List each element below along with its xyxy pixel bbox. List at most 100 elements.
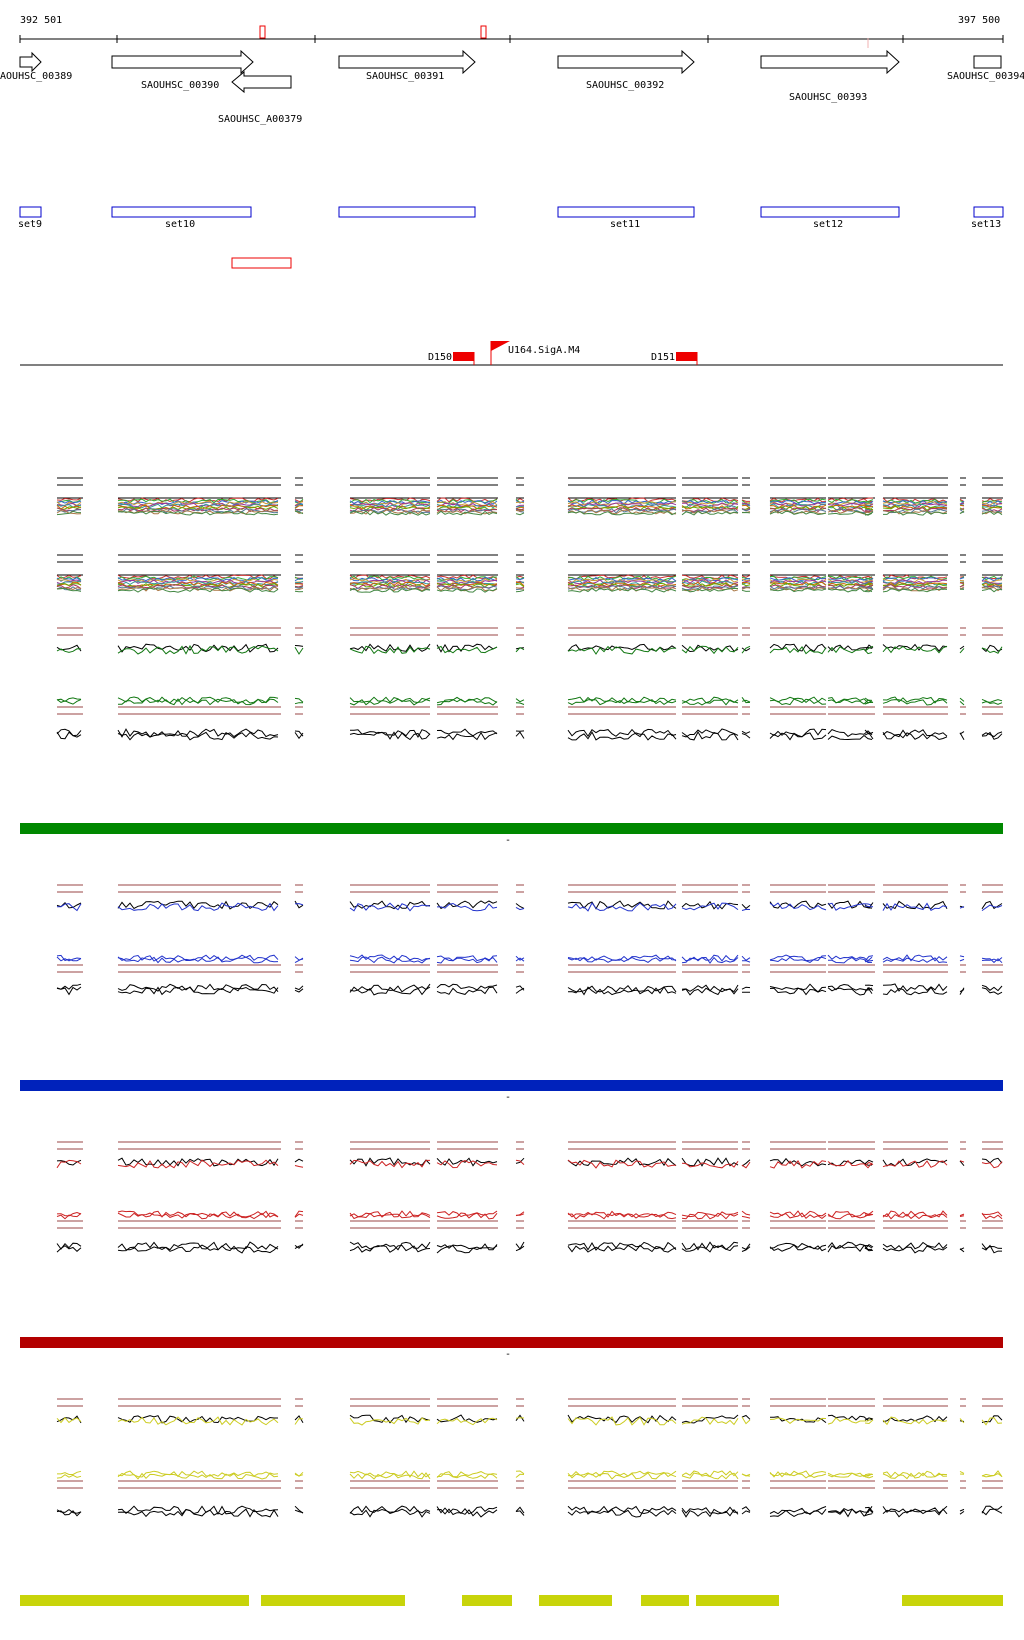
expression-trace [117, 644, 279, 655]
expression-trace [567, 698, 677, 706]
gene-arrow-00391[interactable] [338, 49, 476, 75]
expression-trace [567, 509, 677, 515]
expression-trace [117, 587, 279, 593]
expression-trace [436, 1212, 498, 1220]
set-box-set11[interactable] [557, 206, 695, 218]
expression-trace [515, 577, 525, 581]
expression-trace [294, 988, 304, 993]
expression-trace [769, 581, 827, 586]
expression-trace [741, 501, 751, 505]
expression-trace [515, 1241, 525, 1250]
expression-trace [567, 575, 677, 581]
expression-trace [981, 508, 1003, 513]
expression-trace [864, 1473, 874, 1476]
gene-arrow-00392[interactable] [557, 49, 695, 75]
expression-trace [827, 644, 873, 652]
gene-arrow-A00379[interactable] [231, 70, 292, 94]
gene-arrow-00389[interactable] [19, 51, 42, 73]
expression-trace [981, 646, 1003, 654]
set-box-set9[interactable] [19, 206, 42, 218]
expression-trace [349, 954, 431, 962]
expression-trace [515, 504, 525, 508]
expression-trace [436, 1414, 498, 1423]
expression-trace [827, 510, 873, 516]
expression-trace [515, 702, 525, 705]
gene-arrow-00394[interactable] [973, 55, 1002, 69]
expression-trace [57, 1470, 82, 1475]
expression-trace [882, 1160, 948, 1168]
red-feature-box[interactable] [231, 257, 292, 269]
gene-arrow-00390[interactable] [111, 49, 254, 75]
set-box-set10[interactable] [111, 206, 252, 218]
expression-trace [681, 1506, 739, 1515]
expression-trace [882, 1508, 948, 1518]
expression-trace [681, 510, 739, 516]
expression-trace [741, 582, 751, 587]
expression-trace [769, 954, 827, 962]
expression-trace [436, 1506, 498, 1515]
expression-trace [741, 1510, 751, 1515]
expression-trace [515, 1245, 525, 1252]
expression-trace [882, 1210, 948, 1218]
expression-trace [981, 575, 1003, 581]
expression-trace [681, 574, 739, 580]
expression-trace [827, 957, 873, 964]
expression-trace [681, 644, 739, 653]
expression-trace [117, 1159, 279, 1169]
expression-trace [681, 954, 739, 962]
d150-label: D150 [428, 352, 452, 363]
set-track [19, 206, 1004, 218]
expression-trace [959, 1508, 965, 1512]
expression-trace [567, 728, 677, 738]
expression-trace [864, 729, 874, 735]
expression-trace [515, 1510, 525, 1516]
expression-trace [741, 1215, 751, 1219]
expression-trace [515, 583, 525, 588]
expression-trace [294, 580, 304, 584]
expression-trace [567, 1416, 677, 1426]
expression-trace [981, 1161, 1003, 1169]
expression-trace [294, 697, 304, 703]
expression-trace [741, 586, 751, 590]
promoter-flag-icon[interactable] [491, 341, 510, 351]
condition-bands: - - - [20, 823, 1003, 1606]
expression-trace [882, 582, 948, 587]
set-box-set13[interactable] [973, 206, 1004, 218]
set-box-set12[interactable] [760, 206, 900, 218]
expression-trace [57, 903, 82, 912]
expression-trace [567, 696, 677, 704]
expression-trace [981, 580, 1003, 584]
expression-trace [436, 983, 498, 991]
set-box-unlabeled[interactable] [338, 206, 476, 218]
expression-trace [882, 1416, 948, 1426]
expression-trace [567, 576, 677, 582]
expression-trace [436, 643, 498, 653]
expression-trace [882, 1505, 948, 1514]
expression-trace [882, 900, 948, 910]
expression-trace [769, 579, 827, 584]
expression-trace [436, 580, 498, 586]
d151-block[interactable] [676, 352, 697, 361]
expression-trace [567, 902, 677, 912]
expression-trace [864, 497, 874, 500]
expression-trace [436, 1245, 498, 1254]
set-label: set9 [18, 219, 42, 230]
expression-trace [882, 578, 948, 584]
expression-trace [117, 900, 279, 910]
d150-block[interactable] [453, 352, 474, 361]
expression-trace [681, 1212, 739, 1220]
expression-trace [959, 577, 965, 580]
expression-trace [864, 905, 874, 908]
expression-trace [294, 903, 304, 906]
expression-trace [681, 900, 739, 910]
expression-trace [681, 503, 739, 509]
d151-label: D151 [651, 352, 675, 363]
expression-trace [436, 645, 498, 654]
gene-arrow-00393[interactable] [760, 49, 900, 75]
expression-trace [437, 902, 498, 912]
expression-trace [515, 587, 525, 590]
expression-trace [769, 505, 827, 511]
expression-trace [681, 730, 739, 741]
expression-trace [349, 1417, 431, 1426]
